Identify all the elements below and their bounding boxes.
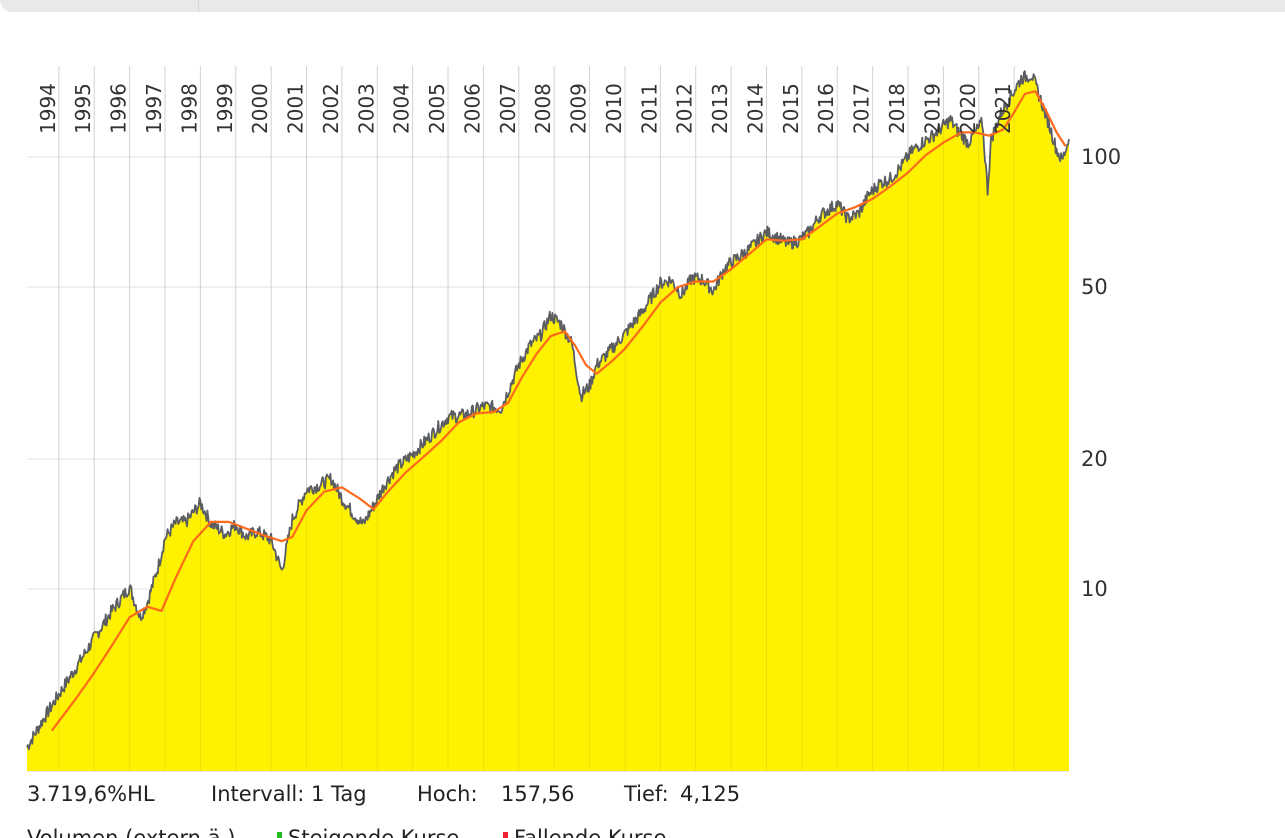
price-line bbox=[26, 70, 1070, 751]
year-label-2020: 2020 bbox=[956, 83, 980, 134]
year-label-2015: 2015 bbox=[779, 83, 803, 134]
year-label-2018: 2018 bbox=[885, 83, 909, 134]
year-label-2014: 2014 bbox=[743, 83, 767, 134]
year-label-2002: 2002 bbox=[319, 83, 343, 134]
legend-rising: Steigende Kurse bbox=[277, 826, 459, 838]
year-label-1994: 1994 bbox=[36, 83, 60, 134]
year-label-2010: 2010 bbox=[602, 83, 626, 134]
low-value: 4,125 bbox=[680, 782, 741, 806]
year-label-2017: 2017 bbox=[850, 83, 874, 134]
legend-rising-label: Steigende Kurse bbox=[288, 826, 460, 838]
y-tick-50: 50 bbox=[1081, 275, 1108, 299]
top-panel-divider bbox=[198, 0, 199, 12]
year-label-2001: 2001 bbox=[284, 83, 308, 134]
year-label-1995: 1995 bbox=[71, 83, 95, 134]
year-label-1998: 1998 bbox=[177, 83, 201, 134]
legend-volume: Volumen (extern ä.) bbox=[27, 826, 236, 838]
rising-marker-icon bbox=[277, 832, 282, 838]
year-label-1997: 1997 bbox=[142, 83, 166, 134]
year-label-2005: 2005 bbox=[425, 83, 449, 134]
y-axis-labels: 100 50 20 10 bbox=[1081, 145, 1121, 601]
top-panel bbox=[0, 0, 1285, 12]
year-label-2021: 2021 bbox=[991, 83, 1015, 134]
interval-label: Intervall: 1 Tag bbox=[211, 782, 367, 806]
year-label-2012: 2012 bbox=[673, 83, 697, 134]
moving-average-line bbox=[50, 90, 1067, 732]
low-label: Tief: bbox=[624, 782, 669, 806]
year-label-2003: 2003 bbox=[354, 83, 378, 134]
year-labels: 1994 1995 1996 1997 1998 1999 2000 2001 2002 2003… bbox=[36, 83, 1015, 134]
price-area-fill bbox=[27, 71, 1069, 772]
falling-marker-icon bbox=[503, 832, 508, 838]
year-label-2004: 2004 bbox=[390, 83, 414, 134]
y-tick-20: 20 bbox=[1081, 447, 1108, 471]
year-label-1996: 1996 bbox=[107, 83, 131, 134]
moving-average bbox=[50, 66, 1067, 771]
chart-legend: Volumen (extern ä.) Steigende Kurse Fall… bbox=[27, 826, 1227, 838]
high-label: Hoch: bbox=[417, 782, 478, 806]
legend-falling-label: Fallende Kurse bbox=[514, 826, 667, 838]
year-label-2006: 2006 bbox=[460, 83, 484, 134]
year-label-2019: 2019 bbox=[920, 83, 944, 134]
year-label-2013: 2013 bbox=[708, 83, 732, 134]
performance-value: 3.719,6%HL bbox=[27, 782, 155, 806]
year-label-2007: 2007 bbox=[496, 83, 520, 134]
price-chart: 1994 1995 1996 1997 1998 1999 2000 2001 2002 2003… bbox=[26, 66, 1121, 772]
year-label-2011: 2011 bbox=[637, 83, 661, 134]
year-label-1999: 1999 bbox=[213, 83, 237, 134]
year-label-2009: 2009 bbox=[567, 83, 591, 134]
y-tick-10: 10 bbox=[1081, 577, 1108, 601]
legend-falling: Fallende Kurse bbox=[503, 826, 666, 838]
high-value: 157,56 bbox=[501, 782, 575, 806]
year-label-2008: 2008 bbox=[531, 83, 555, 134]
year-label-2000: 2000 bbox=[248, 83, 272, 134]
year-label-2016: 2016 bbox=[814, 83, 838, 134]
y-tick-100: 100 bbox=[1081, 145, 1121, 169]
price-area bbox=[26, 70, 1070, 772]
